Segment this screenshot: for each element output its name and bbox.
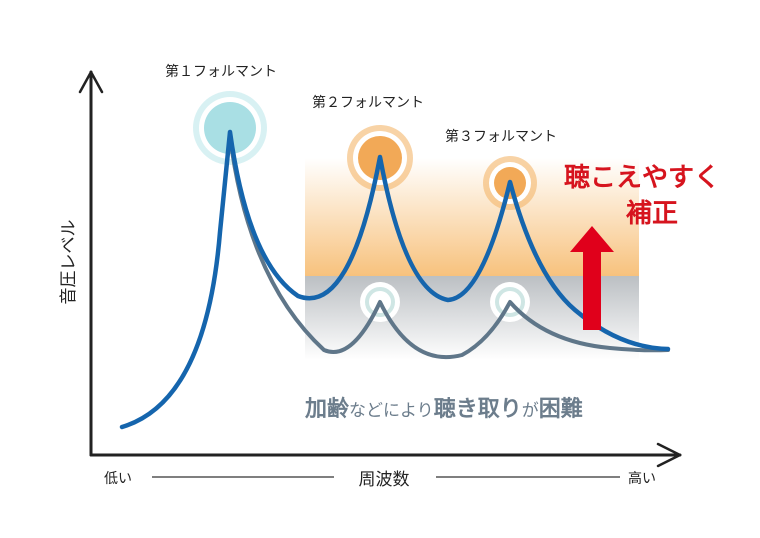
axes: [78, 70, 682, 468]
x-axis-high-label: 高い: [628, 470, 656, 487]
original-curve: [228, 134, 670, 360]
formant-3-label: 第３フォルマント: [445, 128, 557, 145]
up-arrow: [570, 226, 614, 330]
formant-2-label: 第２フォルマント: [312, 94, 424, 111]
difficulty-caption: 加齢などにより聴き取りが困難: [304, 396, 583, 422]
x-axis-arrowhead: [656, 442, 682, 468]
x-axis-low-label: 低い: [104, 471, 132, 487]
y-axis-arrowhead: [78, 70, 104, 94]
corrected-curve: [119, 129, 671, 430]
formant-1-marker: [193, 91, 267, 165]
correction-text-line1: 聴こえやすく: [564, 163, 720, 193]
x-axis-label: 周波数: [359, 470, 410, 490]
correction-text-line2: 補正: [625, 199, 678, 229]
formant-1-label: 第１フォルマント: [165, 63, 277, 80]
y-axis-label: 音圧レベル: [59, 220, 79, 305]
